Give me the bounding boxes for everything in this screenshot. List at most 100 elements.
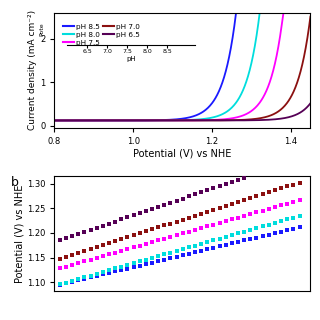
Point [278, 203, 284, 208]
Point [180, 196, 185, 201]
Point [63, 264, 68, 269]
Point [254, 235, 259, 240]
Point [143, 257, 148, 262]
Point [217, 244, 222, 249]
Point [278, 229, 284, 234]
Point [242, 229, 247, 234]
Point [82, 248, 87, 253]
Point [192, 250, 197, 255]
Point [278, 186, 284, 191]
Point [217, 205, 222, 211]
Point [199, 248, 204, 253]
Point [119, 248, 124, 253]
Point [162, 202, 167, 207]
Point [192, 192, 197, 197]
Point [69, 252, 75, 257]
Point [217, 220, 222, 225]
Point [297, 213, 302, 219]
Point [223, 219, 228, 224]
Point [199, 241, 204, 246]
Point [223, 204, 228, 209]
Point [100, 272, 105, 277]
Point [131, 261, 136, 266]
Point [186, 245, 191, 250]
Point [205, 247, 210, 252]
Point [242, 197, 247, 203]
Point [260, 208, 265, 213]
Point [156, 204, 161, 210]
Point [63, 280, 68, 285]
Point [174, 198, 179, 203]
Point [113, 250, 118, 255]
Point [291, 182, 296, 187]
Point [285, 184, 290, 189]
Point [180, 231, 185, 236]
Point [236, 177, 241, 182]
Point [156, 238, 161, 243]
Point [168, 234, 173, 239]
Point [272, 204, 277, 210]
Point [199, 190, 204, 195]
Point [119, 236, 124, 242]
Point [168, 200, 173, 205]
Point [107, 240, 112, 245]
Point [57, 282, 62, 287]
Point [186, 251, 191, 256]
Point [254, 210, 259, 215]
Point [278, 219, 284, 224]
Point [156, 225, 161, 230]
Point [211, 238, 216, 243]
Point [248, 196, 253, 201]
Point [57, 266, 62, 271]
Point [156, 259, 161, 264]
Point [94, 273, 99, 278]
Point [125, 266, 130, 271]
Point [57, 238, 62, 243]
Point [149, 240, 155, 245]
X-axis label: Potential (V) vs NHE: Potential (V) vs NHE [133, 149, 232, 159]
Point [236, 199, 241, 204]
Point [88, 273, 93, 278]
Point [137, 259, 142, 264]
Point [63, 254, 68, 259]
Point [217, 183, 222, 188]
Point [76, 278, 81, 283]
Y-axis label: Potential (V) vs NHE: Potential (V) vs NHE [14, 185, 24, 283]
Point [149, 255, 155, 260]
Point [82, 276, 87, 281]
Point [162, 223, 167, 228]
Point [137, 231, 142, 236]
Point [82, 275, 87, 280]
Point [254, 194, 259, 199]
Point [143, 261, 148, 267]
Point [113, 266, 118, 271]
Point [168, 250, 173, 255]
Point [248, 236, 253, 242]
Point [76, 276, 81, 282]
Point [260, 192, 265, 197]
Point [125, 215, 130, 220]
Point [149, 206, 155, 212]
Point [186, 194, 191, 199]
Point [69, 262, 75, 268]
Point [297, 180, 302, 185]
Point [88, 257, 93, 262]
Point [192, 213, 197, 218]
Point [131, 233, 136, 238]
Point [297, 225, 302, 230]
Point [223, 181, 228, 187]
Point [211, 245, 216, 251]
Point [242, 175, 247, 180]
Point [266, 190, 271, 195]
Point [100, 223, 105, 228]
Point [186, 229, 191, 234]
Point [180, 217, 185, 222]
Point [125, 247, 130, 252]
Point [229, 179, 235, 184]
Point [94, 271, 99, 276]
Point [174, 254, 179, 259]
Point [119, 217, 124, 222]
Point [137, 211, 142, 216]
Point [205, 224, 210, 229]
Point [100, 269, 105, 275]
